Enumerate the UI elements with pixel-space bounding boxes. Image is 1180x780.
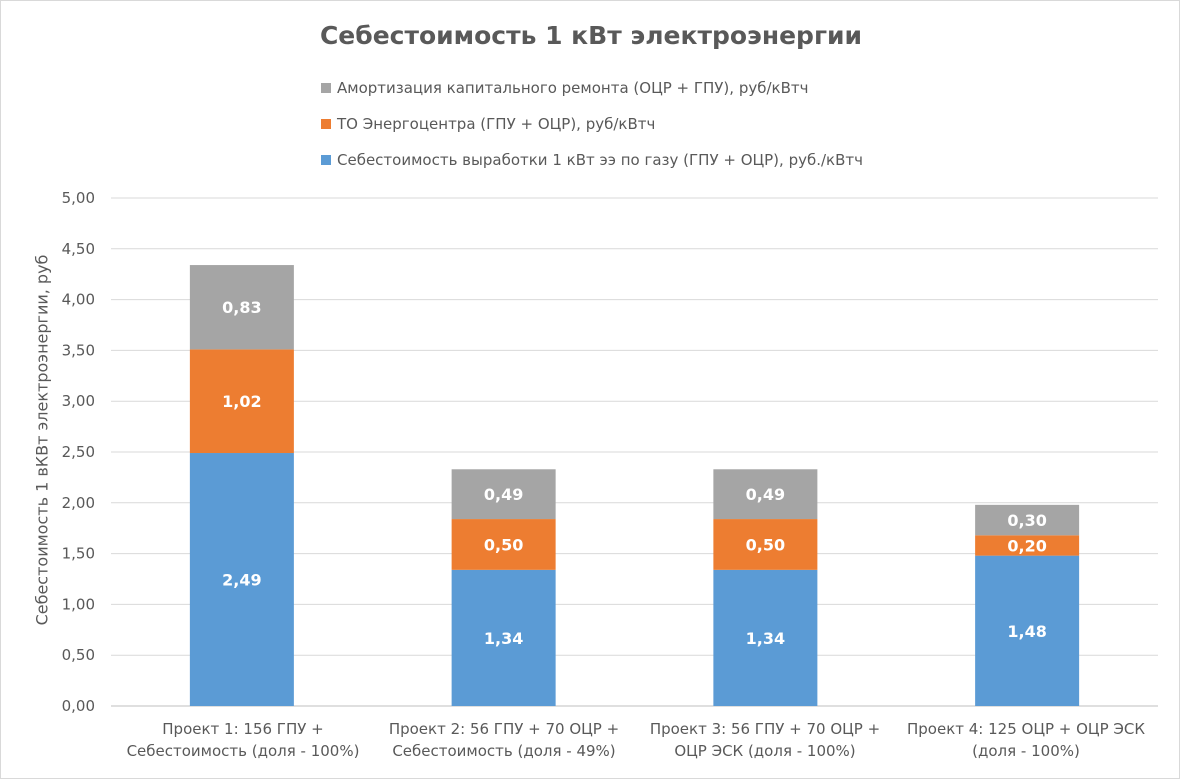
data-label: 1,48: [1007, 622, 1046, 641]
bar-segment-production-cost: [975, 555, 1080, 706]
data-label: 0,49: [746, 485, 785, 504]
legend-label: Амортизация капитального ремонта (ОЦР + …: [337, 79, 809, 97]
category-label-line: Себестоимость (доля - 49%): [392, 742, 616, 760]
category-label-line: Проект 3: 56 ГПУ + 70 ОЦР +: [649, 720, 881, 738]
y-tick-label: 3,50: [62, 341, 95, 359]
data-label: 2,49: [222, 571, 261, 590]
data-label: 1,34: [484, 629, 523, 648]
y-tick-label: 4,50: [62, 240, 95, 258]
legend-label: ТО Энергоцентра (ГПУ + ОЦР), руб/кВтч: [337, 115, 656, 133]
data-label: 0,50: [746, 535, 785, 554]
category-label-line: Проект 1: 156 ГПУ +: [162, 720, 324, 738]
data-label: 0,49: [484, 485, 523, 504]
legend-item-production-cost: Себестоимость выработки 1 кВт ээ по газу…: [321, 151, 863, 171]
bar-segment-production-cost: [451, 569, 556, 706]
y-axis-title: Себестоимость 1 вКВт электроэнергии, руб: [32, 254, 52, 626]
y-tick-label: 3,00: [62, 392, 95, 410]
chart-title: Себестоимость 1 кВт электроэнергии: [319, 21, 863, 50]
data-label: 0,30: [1007, 511, 1046, 530]
category-label-2: Проект 2: 56 ГПУ + 70 ОЦР + Себестоимост…: [384, 718, 624, 762]
legend-item-depreciation: Амортизация капитального ремонта (ОЦР + …: [321, 79, 808, 99]
legend-swatch-orange: [321, 118, 331, 129]
legend-swatch-gray: [321, 82, 331, 93]
y-tick-label: 1,00: [62, 595, 95, 613]
y-tick-label: 2,00: [62, 494, 95, 512]
bar-segment-depreciation: [975, 504, 1080, 536]
data-label: 0,20: [1007, 536, 1046, 555]
bar-segment-depreciation: [713, 469, 818, 520]
data-label: 0,50: [484, 535, 523, 554]
category-label-line: (доля - 100%): [972, 742, 1080, 760]
y-tick-label: 4,00: [62, 291, 95, 309]
y-tick-label: 0,00: [62, 697, 95, 715]
bar-segment-production-cost: [189, 453, 294, 706]
bar-segment-production-cost: [713, 569, 818, 706]
category-label-line: Проект 4: 125 ОЦР + ОЦР ЭСК: [906, 720, 1145, 738]
bar-segment-maintenance: [713, 519, 818, 570]
category-label-3: Проект 3: 56 ГПУ + 70 ОЦР + ОЦР ЭСК (дол…: [645, 718, 885, 762]
bar-segment-maintenance: [189, 349, 294, 454]
legend-swatch-blue: [321, 154, 331, 165]
bar-segment-maintenance: [451, 519, 556, 570]
category-label-line: Себестоимость (доля - 100%): [126, 742, 360, 760]
category-label-4: Проект 4: 125 ОЦР + ОЦР ЭСК (доля - 100%…: [906, 718, 1146, 762]
category-label-line: ОЦР ЭСК (доля - 100%): [674, 742, 856, 760]
category-label-line: Проект 2: 56 ГПУ + 70 ОЦР +: [388, 720, 620, 738]
bar-segment-maintenance: [975, 535, 1080, 556]
category-label-1: Проект 1: 156 ГПУ + Себестоимость (доля …: [123, 718, 363, 762]
y-tick-label: 5,00: [62, 189, 95, 207]
bar-segment-depreciation: [189, 265, 294, 350]
y-tick-label: 0,50: [62, 646, 95, 664]
legend-item-maintenance: ТО Энергоцентра (ГПУ + ОЦР), руб/кВтч: [321, 115, 655, 135]
legend-label: Себестоимость выработки 1 кВт ээ по газу…: [337, 151, 863, 169]
data-label: 0,83: [222, 298, 261, 317]
data-label: 1,02: [222, 392, 261, 411]
y-tick-label: 2,50: [62, 443, 95, 461]
bar-segment-depreciation: [451, 469, 556, 520]
y-tick-label: 1,50: [62, 545, 95, 563]
data-label: 1,34: [746, 629, 785, 648]
